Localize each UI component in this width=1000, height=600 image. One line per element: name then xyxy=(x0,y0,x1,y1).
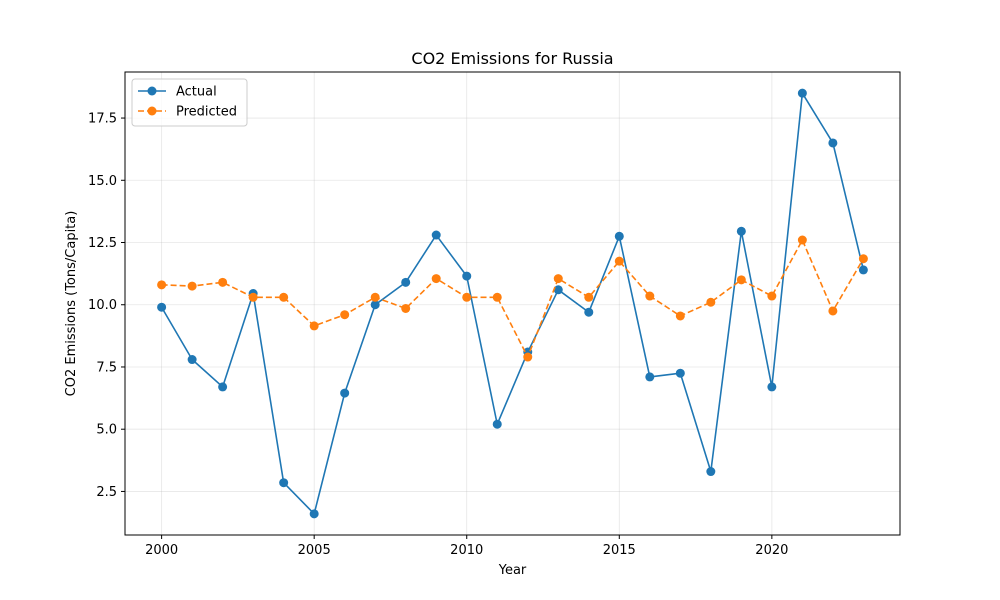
data-point-actual xyxy=(187,355,197,365)
x-tick-label: 2000 xyxy=(145,543,178,558)
plot-area xyxy=(124,71,901,536)
series-actual xyxy=(157,88,868,519)
data-point-actual xyxy=(462,271,472,281)
data-point-actual xyxy=(584,307,594,317)
x-tick-label: 2005 xyxy=(298,543,331,558)
data-point-predicted xyxy=(462,292,472,302)
legend-marker-predicted xyxy=(147,106,157,116)
data-point-actual xyxy=(645,372,655,382)
data-point-predicted xyxy=(279,292,289,302)
data-point-actual xyxy=(797,88,807,98)
series-predicted xyxy=(157,235,868,362)
data-point-predicted xyxy=(248,292,258,302)
y-axis-label: CO2 Emissions (Tons/Capita) xyxy=(64,211,79,397)
series-line-predicted xyxy=(161,239,865,358)
data-point-actual xyxy=(157,302,167,312)
y-tick-label: 7.5 xyxy=(96,360,117,375)
data-point-actual xyxy=(492,419,502,429)
data-point-predicted xyxy=(218,277,228,287)
data-point-predicted xyxy=(797,235,807,245)
data-point-predicted xyxy=(828,306,838,316)
x-tick-label: 2010 xyxy=(450,543,483,558)
data-point-predicted xyxy=(431,274,441,284)
data-point-predicted xyxy=(370,292,380,302)
y-tick-label: 5.0 xyxy=(96,423,117,438)
data-point-actual xyxy=(431,230,441,240)
data-point-predicted xyxy=(584,292,594,302)
legend: Actual Predicted xyxy=(131,78,248,127)
data-point-predicted xyxy=(157,280,167,290)
y-tick-label: 10.0 xyxy=(88,298,117,313)
data-point-predicted xyxy=(340,310,350,320)
chart-title: CO2 Emissions for Russia xyxy=(411,49,613,68)
data-point-predicted xyxy=(767,291,777,301)
data-point-actual xyxy=(553,285,563,295)
data-point-actual xyxy=(614,231,624,241)
data-point-actual xyxy=(309,509,319,519)
legend-marker-actual xyxy=(147,86,157,96)
data-point-actual xyxy=(340,388,350,398)
data-point-actual xyxy=(279,478,289,488)
data-point-predicted xyxy=(187,281,197,291)
axis-ticks: 2000 2005 2010 2015 2020 2.5 5.0 7.5 10.0 12.5 15.… xyxy=(88,112,788,558)
y-tick-label: 2.5 xyxy=(96,485,117,500)
data-point-actual xyxy=(675,368,685,378)
legend-label-actual: Actual xyxy=(176,85,217,100)
data-point-predicted xyxy=(614,256,624,266)
data-point-actual xyxy=(370,300,380,310)
data-point-predicted xyxy=(309,321,319,331)
data-point-predicted xyxy=(645,291,655,301)
y-tick-label: 12.5 xyxy=(88,236,117,251)
data-point-actual xyxy=(401,277,411,287)
x-tick-label: 2015 xyxy=(603,543,636,558)
legend-label-predicted: Predicted xyxy=(176,105,237,120)
data-point-actual xyxy=(218,382,228,392)
data-point-actual xyxy=(767,382,777,392)
data-point-predicted xyxy=(492,292,502,302)
data-point-predicted xyxy=(858,254,868,264)
data-point-actual xyxy=(736,226,746,236)
y-tick-label: 17.5 xyxy=(88,112,117,127)
data-point-actual xyxy=(828,138,838,148)
data-point-actual xyxy=(858,265,868,275)
x-tick-label: 2020 xyxy=(755,543,788,558)
y-tick-label: 15.0 xyxy=(88,174,117,189)
data-point-predicted xyxy=(675,311,685,321)
data-point-predicted xyxy=(736,275,746,285)
data-point-actual xyxy=(706,467,716,477)
data-point-predicted xyxy=(401,303,411,313)
series-layer xyxy=(157,88,868,519)
data-point-predicted xyxy=(523,352,533,362)
data-point-predicted xyxy=(553,274,563,284)
series-line-actual xyxy=(160,92,865,515)
x-axis-label: Year xyxy=(498,563,527,578)
data-point-predicted xyxy=(706,297,716,307)
